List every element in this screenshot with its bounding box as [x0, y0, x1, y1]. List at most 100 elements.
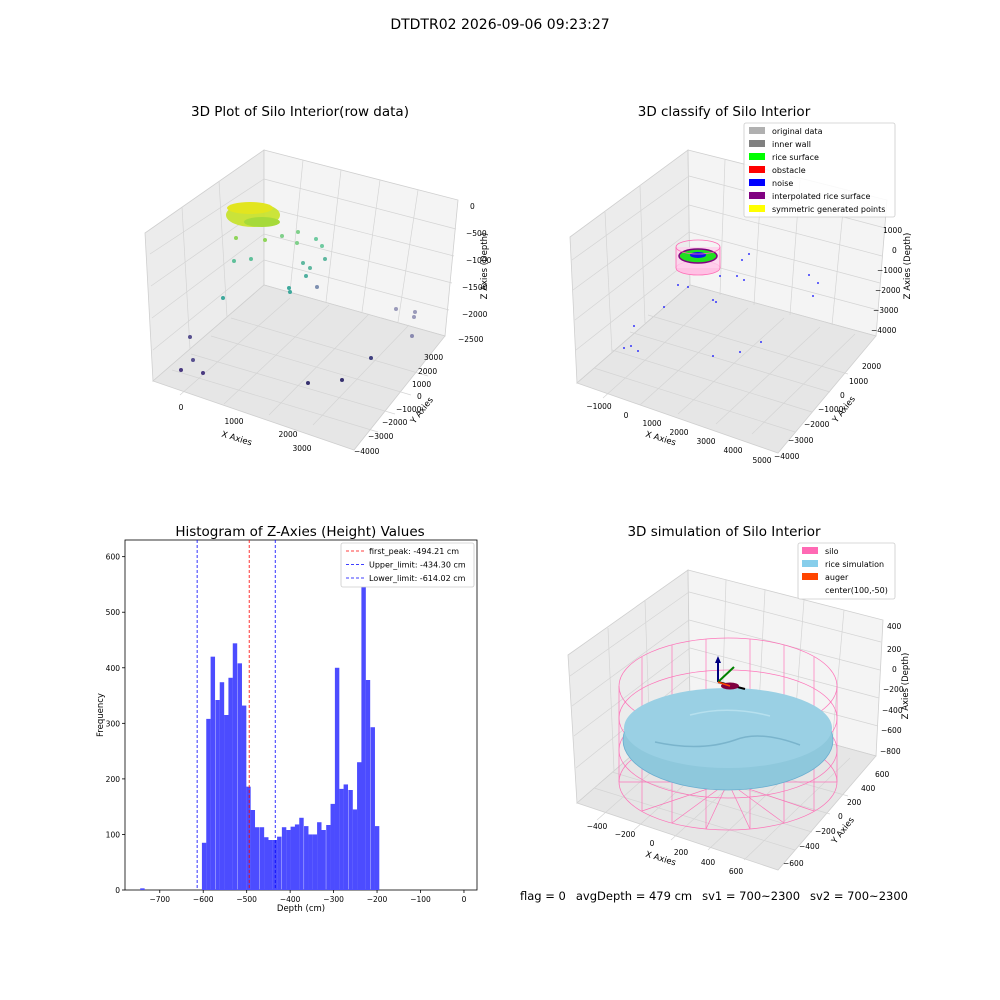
sim-rice-surface	[622, 688, 834, 791]
raw-y-tick: 1000	[412, 380, 431, 389]
noise-point	[637, 350, 639, 352]
raw-cluster	[227, 202, 273, 214]
raw-z-tick: −500	[466, 229, 487, 238]
classify-x-tick: 2000	[669, 428, 688, 437]
hist-bar	[219, 682, 225, 890]
classify-z-label: Z Axies (Depth)	[903, 233, 913, 300]
sim-y-tick: −400	[799, 842, 820, 851]
raw-scatter-points	[179, 202, 417, 385]
hist-bar	[264, 837, 269, 890]
hist-bar	[308, 834, 313, 890]
raw-z-tick: −2500	[458, 335, 484, 344]
hist-bar	[228, 677, 233, 890]
sim-z-tick: −600	[881, 726, 902, 735]
hist-bar	[268, 840, 273, 890]
sim-auger	[715, 656, 746, 690]
raw-point	[412, 315, 416, 319]
sim-x-tick: 400	[701, 858, 716, 867]
sim-y-tick: 400	[861, 784, 876, 793]
hist-bar	[365, 680, 371, 890]
sim-legend-label: silo	[825, 547, 839, 556]
hist-bar	[294, 824, 300, 890]
noise-point	[687, 286, 689, 288]
noise-point	[748, 253, 750, 255]
noise-point	[712, 355, 714, 357]
noise-point	[663, 306, 665, 308]
sim-x-tick: −400	[587, 822, 608, 831]
noise-point	[715, 301, 717, 303]
hist-bar	[339, 788, 344, 890]
hist-x-label: Depth (cm)	[277, 904, 325, 914]
auger-shaft	[717, 681, 731, 687]
raw-point	[296, 230, 300, 234]
status-avg-depth: avgDepth = 479 cm	[575, 889, 693, 903]
raw-point	[301, 261, 305, 265]
hist-y-tick-label: 500	[106, 608, 121, 617]
sim-legend-label: rice simulation	[825, 560, 884, 569]
raw-x-label: X Axies	[220, 430, 253, 449]
status-flag: flag = 0	[520, 889, 566, 903]
classify-x-tick: 5000	[752, 456, 771, 465]
hist-legend-frame	[340, 542, 475, 588]
classify-wall-top	[675, 239, 721, 255]
classify-legend-label: inner wall	[772, 140, 811, 149]
sim-legend-swatch	[802, 560, 818, 567]
classify-x-tick: 1000	[642, 419, 661, 428]
classify-legend-swatch	[749, 166, 765, 173]
hist-x-ticks: −700 −600 −500 −400 −300 −200 −100 0	[149, 890, 467, 904]
raw-point	[191, 358, 195, 362]
noise-point	[743, 279, 745, 281]
hist-bar	[348, 790, 353, 890]
figure-suptitle: DTDTR02 2026-09-06 09:23:27	[390, 17, 610, 33]
sim-x-tick: 200	[674, 848, 689, 857]
hist-bar	[361, 559, 366, 890]
raw-point	[221, 296, 225, 300]
sim-legend: silo rice simulation auger center(100,-50)	[797, 542, 896, 600]
classify-x-tick: 0	[624, 411, 629, 420]
raw-cluster	[244, 217, 280, 227]
raw-point	[249, 257, 253, 261]
raw-y-tick: 2000	[418, 367, 437, 376]
noise-point	[812, 295, 814, 297]
hist-bar	[352, 809, 358, 890]
grid-lines	[571, 159, 886, 435]
sim-z-label: Z Axies (Depth)	[901, 653, 911, 720]
raw-point	[288, 290, 292, 294]
raw-point	[410, 334, 414, 338]
sim-z-ticks: 400 200 0 −200 −400 −600 −800	[880, 622, 904, 756]
raw-y-tick: −4000	[354, 447, 380, 456]
classify-legend-swatch	[749, 127, 765, 134]
hist-legend-label: first_peak: -494.21 cm	[369, 547, 459, 556]
classify-z-tick: 1000	[883, 226, 902, 235]
classify-y-tick: −3000	[788, 436, 814, 445]
status-sv1: sv1 = 700~2300	[702, 889, 801, 903]
raw-y-tick: −3000	[368, 432, 394, 441]
classify-x-ticks: −1000 0 1000 2000 3000 4000 5000	[586, 402, 771, 465]
hist-title: Histogram of Z-Axies (Height) Values	[175, 524, 424, 540]
hist-bar	[299, 817, 304, 890]
classify-y-tick: −1000	[818, 405, 844, 414]
sim-y-tick: 0	[838, 812, 843, 821]
sim-z-tick: −400	[882, 706, 903, 715]
hist-bar	[232, 643, 238, 890]
panel-classify-title: 3D classify of Silo Interior	[638, 104, 811, 120]
status-sv2: sv2 = 700~2300	[810, 889, 908, 903]
raw-point	[340, 378, 344, 382]
raw-y-tick: −1000	[396, 405, 422, 414]
raw-z-tick: −1000	[466, 256, 492, 265]
panel-sim-title: 3D simulation of Silo Interior	[627, 524, 821, 540]
classify-x-tick: 4000	[723, 446, 742, 455]
sim-y-tick: −200	[815, 827, 836, 836]
hist-bar	[201, 842, 207, 890]
classify-x-tick: 3000	[696, 437, 715, 446]
hist-y-tick-label: 0	[115, 886, 120, 895]
hist-bars	[140, 559, 380, 890]
hist-bar	[246, 786, 251, 890]
raw-point	[201, 371, 205, 375]
raw-y-tick: 3000	[424, 353, 443, 362]
hist-bar	[321, 830, 326, 890]
hist-bar	[254, 827, 260, 890]
classify-z-ticks: 1000 0 −1000 −2000 −3000 −4000	[871, 226, 903, 335]
hist-bar	[140, 888, 145, 890]
classify-legend-swatch	[749, 192, 765, 199]
